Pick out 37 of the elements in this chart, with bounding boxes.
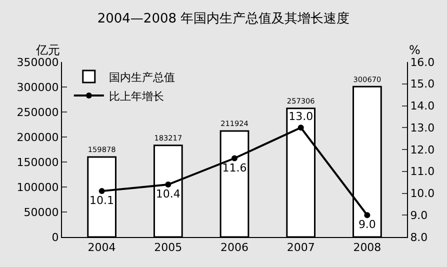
data-label: 11.6 [222,161,247,174]
point [364,212,370,218]
y2-tick-label: 12.0 [410,143,435,156]
y2-tick-label: 9.0 [410,208,428,222]
y-tick-label: 350000 [16,56,59,69]
x-tick-label: 2006 [220,241,248,254]
legend-label: 比上年增长 [108,90,164,103]
y2-tick-label: 16.0 [410,56,435,69]
point [298,124,304,131]
y-tick-label: 300000 [16,80,59,94]
y2-tick-label: 14.0 [410,100,435,113]
data-label: 9.0 [358,218,376,232]
point [165,182,172,188]
y2-tick-label: 10.0 [410,187,435,200]
y-tick-label: 200000 [16,130,59,144]
data-label: 13.0 [288,110,314,124]
x-tick-label: 2005 [154,241,182,254]
y-tick-label: 100000 [16,180,59,194]
point [98,188,105,194]
x-tick-label: 2004 [88,241,116,254]
data-label: 10.4 [156,188,180,200]
y-tick-label: 0 [52,230,59,244]
chart-title: 2004—2008 年国内生产总值及其增长速度 [97,10,350,26]
y2-axis-title: % [409,43,420,57]
y2-tick-label: 11.0 [410,165,435,178]
y-axis-title: 亿元 [35,43,60,57]
y2-tick-label: 13.0 [410,121,435,134]
y2-tick-label: 15.0 [410,78,435,91]
y-tick-label: 250000 [16,106,59,119]
point [232,155,238,162]
y2-tick-label: 8.0 [410,230,428,244]
y-tick-label: 50000 [24,206,59,219]
x-tick-label: 2007 [286,241,315,254]
y-tick-label: 150000 [16,156,59,169]
legend-label: 国内生产总值 [108,70,175,84]
data-label: 10.1 [90,194,114,208]
x-tick-label: 2008 [353,241,382,254]
